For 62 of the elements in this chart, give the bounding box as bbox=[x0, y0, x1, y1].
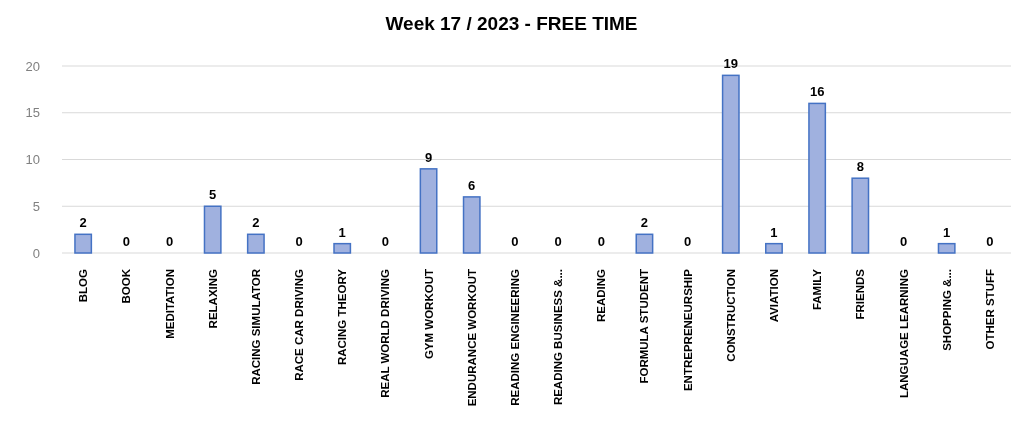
data-label: 1 bbox=[943, 224, 951, 240]
data-label: 2 bbox=[252, 215, 260, 231]
y-tick-label: 0 bbox=[32, 245, 40, 261]
bar bbox=[851, 177, 870, 254]
data-label: 0 bbox=[165, 234, 174, 249]
data-label: 0 bbox=[899, 234, 908, 249]
x-tick-label: FAMILY bbox=[811, 268, 824, 311]
x-tick-label: GYM WORKOUT bbox=[422, 269, 435, 360]
data-label: 1 bbox=[338, 224, 346, 240]
x-tick-label: RACING THEORY bbox=[336, 268, 349, 366]
chart-title: Week 17 / 2023 - FREE TIME bbox=[385, 13, 638, 34]
data-label: 0 bbox=[511, 234, 519, 249]
data-label: 5 bbox=[209, 187, 217, 203]
x-tick-label: RACE CAR DRIVING bbox=[293, 268, 306, 381]
bar bbox=[937, 242, 956, 254]
y-tick-label: 15 bbox=[25, 105, 40, 121]
y-tick-label: 5 bbox=[32, 198, 40, 214]
data-label: 1 bbox=[770, 224, 778, 240]
x-tick-label: RELAXING bbox=[206, 268, 219, 329]
data-label: 2 bbox=[640, 215, 649, 231]
data-label: 8 bbox=[856, 159, 864, 175]
x-tick-label: BOOK bbox=[120, 268, 133, 304]
data-label: 0 bbox=[684, 234, 692, 249]
y-tick-label: 10 bbox=[25, 152, 40, 168]
data-label: 0 bbox=[986, 234, 994, 249]
x-tick-label: READING bbox=[595, 268, 608, 323]
bar bbox=[333, 242, 352, 254]
data-label: 0 bbox=[122, 234, 130, 249]
x-tick-label: BLOG bbox=[77, 268, 90, 303]
bar bbox=[462, 196, 481, 254]
data-label: 16 bbox=[809, 84, 825, 100]
data-label: 19 bbox=[723, 56, 739, 72]
data-label: 0 bbox=[597, 234, 605, 249]
x-tick-label: READING ENGINEERING bbox=[508, 268, 521, 406]
bar bbox=[721, 74, 740, 254]
data-label: 9 bbox=[424, 149, 433, 165]
bar bbox=[419, 168, 438, 254]
bar bbox=[808, 102, 827, 254]
x-tick-label: AVIATION bbox=[767, 269, 780, 323]
data-label: 6 bbox=[468, 177, 476, 193]
bar bbox=[203, 205, 222, 254]
data-label: 0 bbox=[295, 234, 303, 249]
data-label: 2 bbox=[79, 215, 87, 231]
x-tick-label: SHOPPING &... bbox=[940, 269, 953, 351]
data-label: 0 bbox=[381, 234, 389, 249]
bar bbox=[246, 233, 265, 254]
data-label: 0 bbox=[554, 234, 562, 249]
bar bbox=[74, 233, 93, 254]
x-tick-label: CONSTRUCTION bbox=[724, 269, 737, 362]
x-tick-label: ENTREPRENEURSHIP bbox=[681, 268, 694, 392]
bar bbox=[765, 242, 783, 254]
y-tick-label: 20 bbox=[25, 58, 40, 74]
bar bbox=[635, 233, 654, 254]
x-tick-label: OTHER STUFF bbox=[983, 269, 996, 350]
x-tick-label: ENDURANCE WORKOUT bbox=[465, 269, 478, 407]
x-tick-label: MEDITATION bbox=[163, 269, 176, 339]
x-tick-label: FRIENDS bbox=[854, 268, 867, 320]
x-tick-label: REAL WORLD DRIVING bbox=[379, 268, 392, 398]
x-tick-label: FORMULA STUDENT bbox=[638, 269, 651, 384]
x-tick-label: LANGUAGE LEARNING bbox=[897, 268, 910, 399]
x-tick-label: RACING SIMULATOR bbox=[249, 268, 262, 385]
x-tick-label: READING BUSINESS &... bbox=[552, 269, 565, 406]
